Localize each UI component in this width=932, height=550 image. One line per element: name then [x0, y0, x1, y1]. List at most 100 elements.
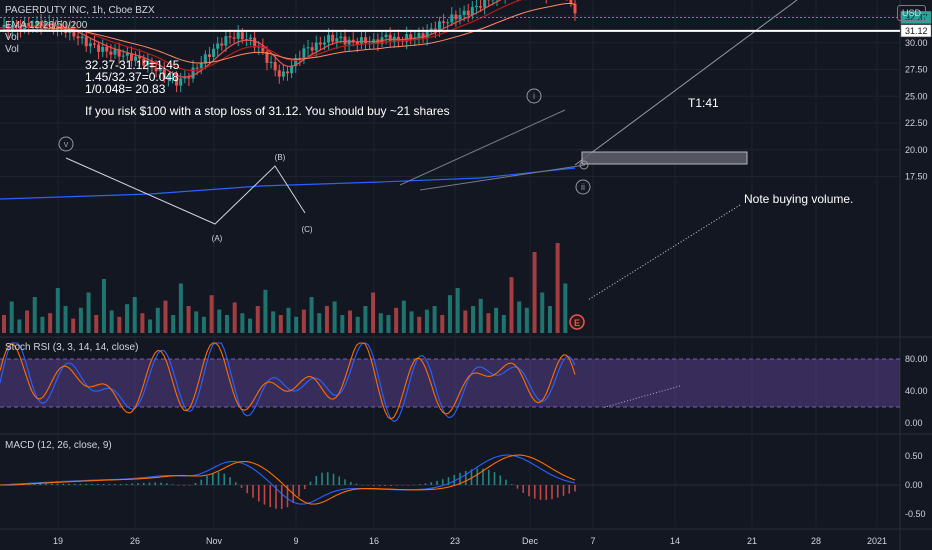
macd-histogram-bar: [372, 485, 375, 486]
macd-histogram-bar: [154, 482, 157, 485]
macd-histogram-bar: [131, 483, 134, 485]
macd-tick-label: 0.50: [905, 451, 923, 461]
candle-body: [573, 3, 577, 14]
macd-histogram-bar: [160, 482, 162, 485]
macd-histogram-bar: [125, 483, 128, 485]
volume-bar: [348, 310, 353, 333]
macd-histogram-bar: [395, 485, 398, 486]
volume-bar: [517, 301, 522, 333]
volume-bar: [217, 309, 222, 333]
volume-bar: [471, 306, 476, 333]
wave-ii-label: ii: [581, 182, 585, 192]
candle-body: [466, 10, 470, 16]
macd-histogram-bar: [539, 485, 542, 500]
candle-body: [117, 49, 121, 57]
volume-bar: [101, 279, 106, 333]
macd-histogram-bar: [177, 485, 180, 486]
macd-histogram-bar: [332, 473, 335, 485]
macd-histogram-bar: [223, 473, 226, 485]
volume-bar: [424, 309, 429, 333]
ema-200-line: [0, 167, 576, 200]
candle-body: [224, 36, 228, 46]
macd-histogram-bar: [487, 469, 490, 485]
candle-body: [454, 14, 458, 20]
candle-body: [72, 27, 76, 37]
candle-body: [203, 54, 207, 64]
stoch-d-line: [0, 342, 576, 420]
macd-histogram-bar: [464, 470, 467, 485]
x-tick-label: Nov: [206, 536, 223, 546]
volume-bar: [340, 315, 345, 333]
x-tick-label: 19: [53, 536, 63, 546]
macd-histogram-bar: [413, 484, 415, 486]
candle-body: [228, 36, 232, 38]
wave-a-label: (A): [212, 234, 223, 243]
currency-button[interactable]: USD: [896, 5, 926, 21]
candle-body: [150, 60, 154, 68]
macd-histogram-bar: [303, 485, 306, 490]
macd-histogram-bar: [315, 475, 318, 485]
volume-bar: [417, 316, 422, 333]
macd-histogram-bar: [349, 481, 352, 485]
wave-b-label: (B): [275, 153, 286, 162]
macd-histogram-bar: [338, 476, 341, 485]
candle-body: [134, 56, 138, 61]
stoch-tick-label: 80.00: [905, 354, 928, 364]
volume-bar: [286, 307, 291, 333]
volume-bar: [194, 311, 199, 333]
macd-histogram-bar: [482, 468, 484, 485]
candle-body: [310, 47, 314, 51]
earnings-circle: [569, 314, 585, 330]
volume-bar: [363, 306, 368, 333]
volume-bar: [394, 307, 399, 333]
candle-body: [35, 21, 39, 28]
volume-bar: [63, 306, 68, 333]
macd-histogram-bar: [56, 483, 59, 485]
candle-body: [294, 58, 298, 67]
volume-bar: [117, 316, 122, 333]
volume-bar: [171, 315, 176, 333]
ema-12-line: [0, 0, 502, 78]
candle-body: [105, 46, 109, 52]
macd-histogram-bar: [545, 485, 548, 500]
candle-body: [396, 36, 400, 41]
macd-histogram-bar: [436, 480, 438, 485]
macd-histogram-bar: [229, 477, 231, 485]
macd-histogram-bar: [384, 485, 387, 486]
volume-bar: [401, 300, 406, 333]
macd-histogram-bar: [447, 477, 450, 485]
candle-body: [162, 68, 166, 79]
macd-histogram-bar: [79, 483, 82, 485]
candle-body: [232, 37, 236, 39]
wave-ii-marker: [579, 160, 589, 170]
candle-body: [56, 24, 59, 30]
volume-bar: [501, 315, 506, 333]
candle-body: [19, 26, 23, 31]
candle-body: [261, 45, 265, 52]
candle-body: [290, 66, 294, 74]
volume-bar: [301, 309, 306, 333]
volume-bar: [209, 295, 214, 333]
x-tick-label: 9: [293, 536, 298, 546]
calc-line-3: 1/0.048= 20.83: [85, 82, 166, 96]
candle-body: [479, 6, 483, 8]
candle-body: [97, 44, 101, 52]
macd-histogram-bar: [142, 482, 145, 485]
macd-histogram-bar: [499, 475, 502, 485]
volume-bar: [86, 292, 91, 333]
macd-histogram-bar: [234, 482, 237, 485]
calc-line-2: 1.45/32.37=0.048: [85, 70, 179, 84]
candle-body: [80, 36, 84, 39]
volume-bar: [463, 310, 468, 333]
candle-body: [306, 47, 310, 49]
macd-histogram-bar: [114, 484, 116, 485]
macd-histogram-bar: [252, 485, 254, 498]
target-trend-line: [574, 0, 798, 166]
volume-bar: [255, 306, 260, 333]
volume-bar: [109, 310, 114, 333]
macd-histogram-bar: [286, 485, 289, 508]
macd-histogram-bar: [85, 483, 88, 485]
candle-body: [253, 37, 257, 48]
volume-bar: [155, 307, 160, 333]
macd-histogram-bar: [194, 483, 197, 485]
